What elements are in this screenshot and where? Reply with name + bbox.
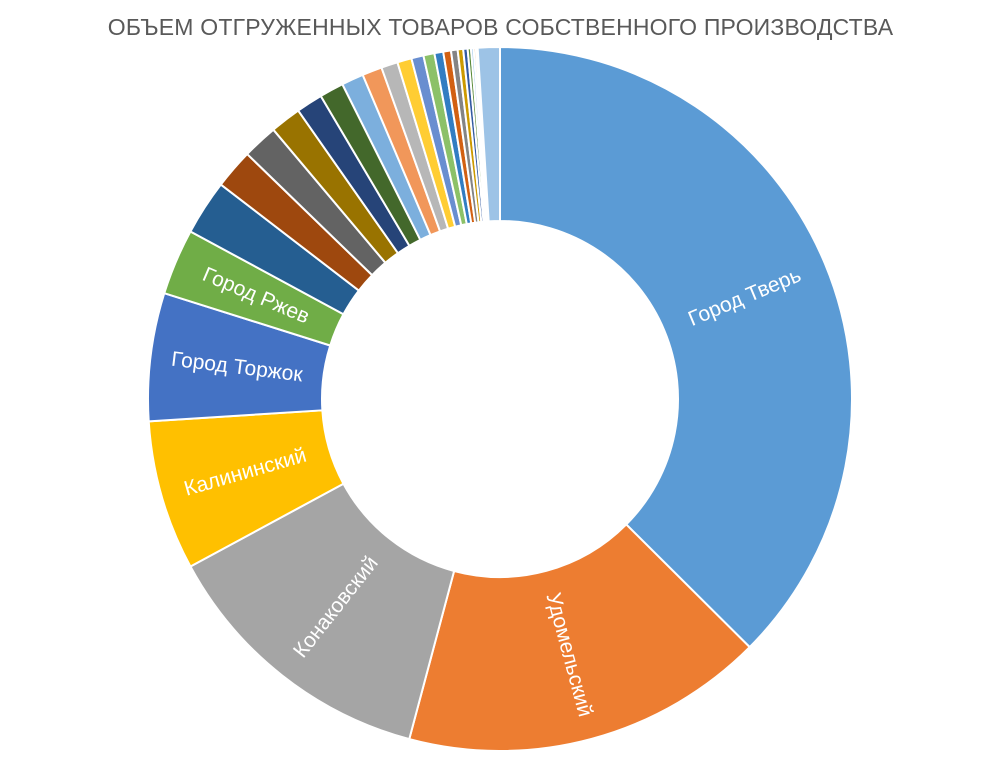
slices-group bbox=[147, 46, 853, 752]
slice-0 bbox=[499, 46, 853, 649]
slice-2 bbox=[189, 482, 456, 741]
slice-27 bbox=[476, 46, 501, 223]
chart-title: ОБЪЕМ ОТГРУЖЕННЫХ ТОВАРОВ СОБСТВЕННОГО П… bbox=[107, 14, 894, 40]
slice-1 bbox=[408, 523, 751, 752]
